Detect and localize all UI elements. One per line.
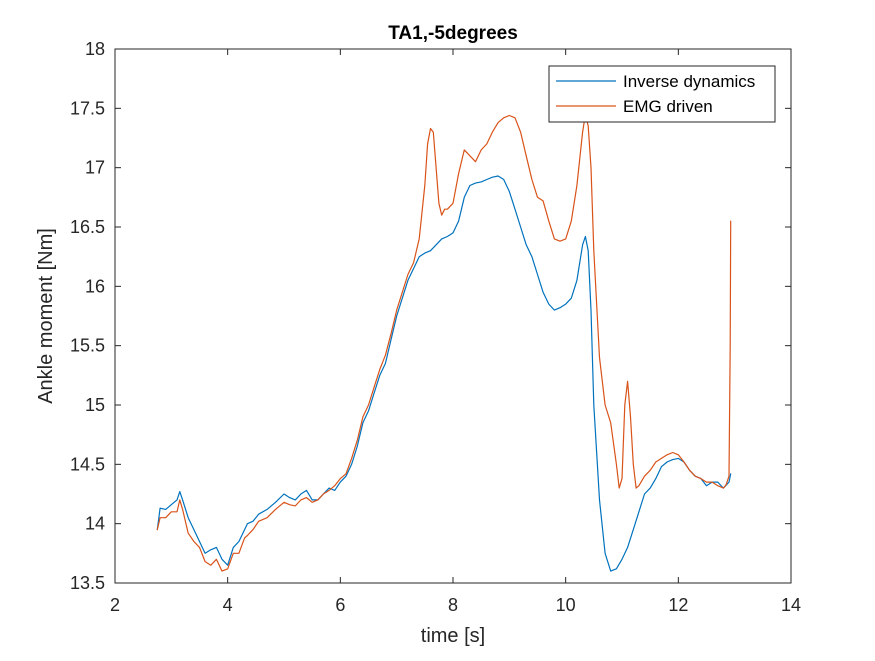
x-axis: 2 4 6 8 10 12 14 [110,49,801,615]
x-tick-label: 14 [781,595,801,615]
legend-label-emg-driven: EMG driven [623,97,713,116]
legend-box [548,65,776,123]
x-tick-label: 4 [223,595,233,615]
y-tick-label: 13.5 [70,573,105,593]
x-tick-label: 10 [556,595,576,615]
y-tick-label: 17.5 [70,98,105,118]
legend-label-inverse-dynamics: Inverse dynamics [623,72,755,91]
y-tick-label: 14.5 [70,454,105,474]
y-tick-label: 17 [85,158,105,178]
x-tick-label: 12 [668,595,688,615]
series-layer [156,113,732,572]
y-tick-label: 16.5 [70,217,105,237]
y-tick-label: 18 [85,39,105,59]
x-tick-label: 8 [448,595,458,615]
y-axis-label: Ankle moment [Nm] [35,228,57,404]
y-tick-label: 15 [85,395,105,415]
y-tick-label: 15.5 [70,336,105,356]
plot-area [115,49,791,583]
chart-title: TA1,-5degrees [388,23,518,44]
series-line-emg-driven [156,113,732,572]
x-tick-label: 6 [335,595,345,615]
x-axis-label: time [s] [421,625,485,647]
legend: Inverse dynamics EMG driven [548,65,776,123]
y-axis: 13.5 14 14.5 15 15.5 16 16.5 17 17.5 18 [70,39,791,593]
y-tick-label: 16 [85,276,105,296]
x-tick-label: 2 [110,595,120,615]
series-line-inverse-dynamics [156,175,732,572]
y-tick-label: 14 [85,514,105,534]
